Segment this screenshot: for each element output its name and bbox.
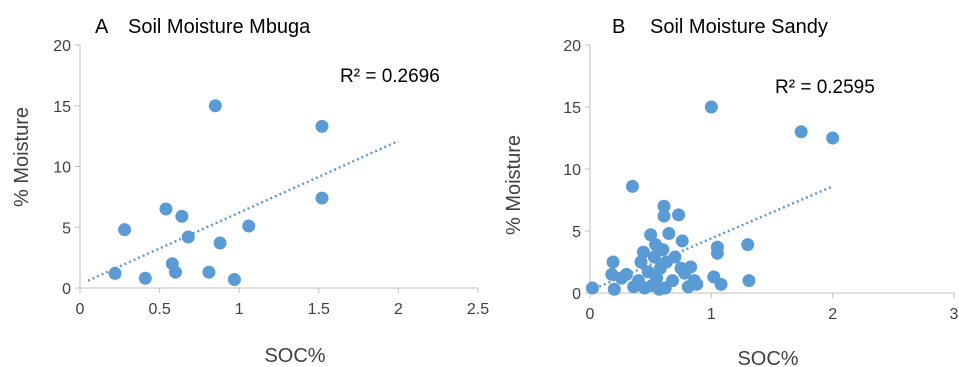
data-point [675, 234, 689, 248]
y-tick-label: 0 [572, 286, 581, 303]
r-squared-label: R² = 0.2696 [340, 66, 440, 87]
data-point [202, 265, 216, 279]
data-point [619, 267, 633, 281]
data-point [227, 272, 241, 286]
data-point [690, 277, 704, 291]
x-tick-label: 1 [707, 306, 716, 323]
data-point [242, 219, 256, 233]
data-point [704, 100, 718, 114]
x-tick-label: 1 [235, 301, 244, 318]
y-axis-title: % Moisture [503, 135, 525, 235]
trendline [87, 139, 399, 282]
data-point [636, 245, 650, 259]
data-point [672, 208, 686, 222]
data-point [666, 274, 680, 288]
data-point [794, 125, 808, 139]
panel-b: 0 5 10 15 20 0 1 2 3 B Soil Moisture Sandy R² = 0.2… [503, 16, 959, 367]
chart-title: Soil Moisture Sandy [650, 16, 828, 38]
data-point [644, 228, 658, 242]
y-tick-label: 15 [53, 99, 71, 116]
y-tick-label: 20 [563, 38, 581, 55]
data-point [650, 271, 664, 285]
data-point [315, 191, 329, 205]
panel-a: 0 5 10 15 20 0 0.5 1 1.5 2 2.5 A Soil Moisture Mbuga… [11, 16, 489, 367]
data-point [159, 202, 173, 216]
data-point [108, 266, 122, 280]
y-tick-label: 5 [62, 220, 71, 237]
data-point [714, 277, 728, 291]
y-tick-label: 10 [53, 160, 71, 177]
data-point [625, 179, 639, 193]
data-point [208, 99, 222, 113]
data-point [742, 274, 756, 288]
data-point [826, 131, 840, 145]
y-tick-label: 5 [572, 224, 581, 241]
data-point [668, 250, 682, 264]
y-tick-label: 0 [62, 281, 71, 298]
data-point [213, 236, 227, 250]
data-point [606, 255, 620, 269]
panel-letter: A [95, 16, 109, 38]
panel-letter: B [612, 16, 625, 38]
data-point [647, 250, 661, 264]
data-point [315, 119, 329, 133]
data-point [657, 209, 671, 223]
x-tick-label: 2.5 [467, 301, 489, 318]
chart-title: Soil Moisture Mbuga [128, 16, 311, 38]
y-tick-label: 15 [563, 100, 581, 117]
x-axis-title: SOC% [737, 348, 798, 367]
r-squared-label: R² = 0.2595 [775, 77, 875, 98]
y-axis-title: % Moisture [11, 107, 33, 207]
data-point [118, 223, 132, 237]
data-point [175, 209, 189, 223]
data-point [662, 226, 676, 240]
data-point [138, 271, 152, 285]
data-point [634, 255, 648, 269]
data-point [684, 260, 698, 274]
data-point [656, 243, 670, 257]
data-point [169, 265, 183, 279]
x-tick-label: 0.5 [148, 301, 170, 318]
y-tick-label: 10 [563, 162, 581, 179]
data-point [710, 246, 724, 260]
x-tick-label: 1.5 [308, 301, 330, 318]
data-point [607, 282, 621, 296]
data-point [657, 199, 671, 213]
data-point [585, 281, 599, 295]
data-point [181, 230, 195, 244]
x-tick-label: 2 [394, 301, 403, 318]
data-point [741, 238, 755, 252]
trendline [589, 185, 834, 292]
x-tick-label: 0 [76, 301, 85, 318]
x-axis-title: SOC% [264, 345, 325, 367]
y-tick-label: 20 [53, 38, 71, 55]
x-tick-label: 0 [586, 306, 595, 323]
x-tick-label: 2 [828, 306, 837, 323]
x-tick-label: 3 [950, 306, 959, 323]
